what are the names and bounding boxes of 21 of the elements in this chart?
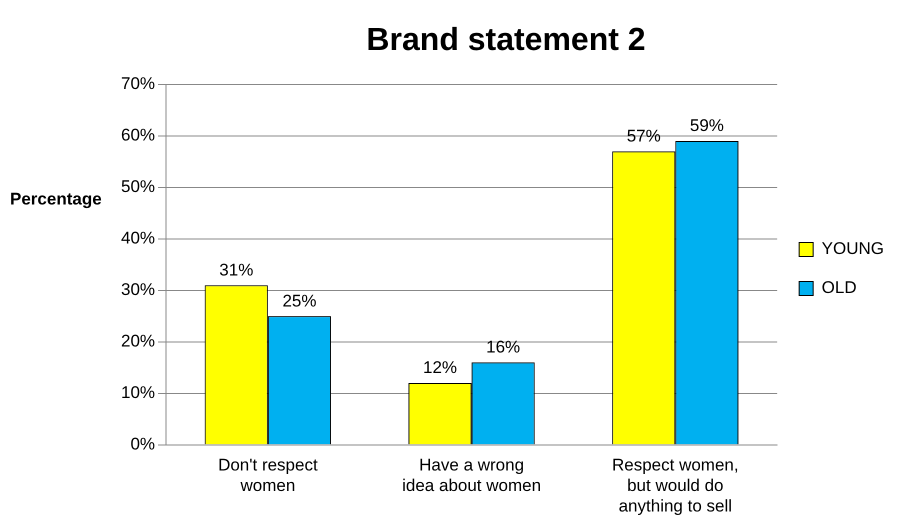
data-label: 12% — [423, 358, 458, 378]
data-label: 57% — [626, 126, 661, 146]
chart-title: Brand statement 2 — [366, 21, 646, 58]
data-label: 16% — [486, 338, 520, 357]
y-tick-label: 60% — [120, 126, 156, 145]
y-tick-label: 50% — [120, 177, 156, 196]
y-axis-title: Percentage — [10, 189, 102, 208]
x-tick-label: Don't respect women — [218, 456, 318, 496]
data-label: 59% — [690, 116, 724, 136]
y-tick-label: 0% — [130, 434, 156, 454]
y-tick-label: 40% — [120, 228, 156, 248]
y-tick-label: 30% — [120, 280, 156, 300]
x-tick-label: Respect women, but would do anything to sell — [612, 456, 739, 516]
y-tick-label: 10% — [120, 383, 156, 402]
y-tick-label: 70% — [120, 74, 156, 94]
data-label: 25% — [282, 291, 316, 310]
y-tick-label: 20% — [120, 332, 156, 351]
legend-label: OLD — [822, 278, 857, 298]
legend-label: YOUNG — [822, 239, 884, 258]
x-tick-label: Have a wrong idea about women — [402, 456, 542, 496]
data-label: 31% — [219, 260, 254, 280]
